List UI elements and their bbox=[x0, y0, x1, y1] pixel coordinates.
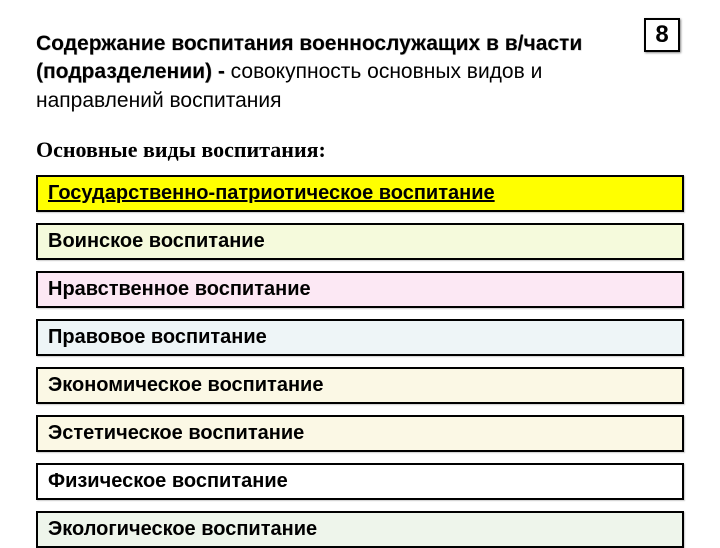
list-item-label: Воинское воспитание bbox=[48, 230, 265, 252]
list-item: Государственно-патриотическое воспитание bbox=[36, 175, 684, 212]
list-item: Нравственное воспитание bbox=[36, 271, 684, 308]
list-item: Экологическое воспитание bbox=[36, 511, 684, 548]
list-item: Правовое воспитание bbox=[36, 319, 684, 356]
list-item-label: Нравственное воспитание bbox=[48, 278, 311, 300]
items-container: Государственно-патриотическое воспитание… bbox=[36, 175, 684, 548]
page-number-text: 8 bbox=[655, 21, 668, 49]
list-item-label: Эстетическое воспитание bbox=[48, 422, 304, 444]
list-item-label: Правовое воспитание bbox=[48, 326, 267, 348]
page-number-badge: 8 bbox=[644, 18, 680, 52]
list-item-label: Физическое воспитание bbox=[48, 470, 288, 492]
list-item-label: Государственно-патриотическое воспитание bbox=[48, 182, 495, 204]
list-item: Эстетическое воспитание bbox=[36, 415, 684, 452]
list-item: Воинское воспитание bbox=[36, 223, 684, 260]
list-item: Физическое воспитание bbox=[36, 463, 684, 500]
list-item-label: Экономическое воспитание bbox=[48, 374, 323, 396]
subtitle: Основные виды воспитания: bbox=[36, 137, 684, 163]
title-block: Содержание воспитания военнослужащих в в… bbox=[36, 30, 596, 115]
list-item-label: Экологическое воспитание bbox=[48, 518, 317, 540]
list-item: Экономическое воспитание bbox=[36, 367, 684, 404]
